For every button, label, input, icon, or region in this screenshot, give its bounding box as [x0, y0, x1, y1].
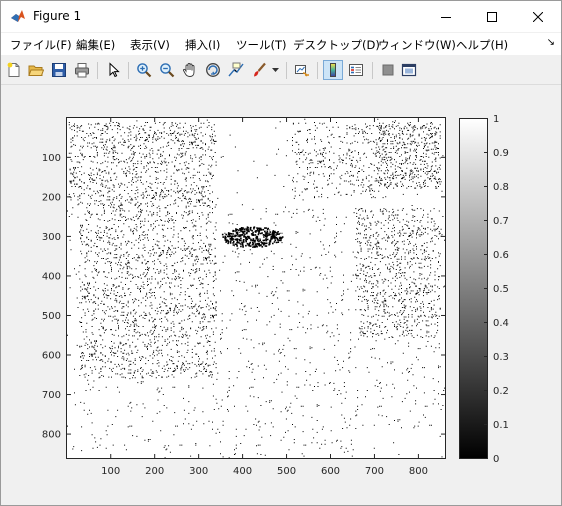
toolbar-separator [286, 62, 287, 79]
matlab-logo-icon [11, 10, 25, 22]
colorbar-tick-label: 0.5 [493, 284, 509, 295]
heatmap-image[interactable] [67, 118, 445, 458]
colorbar-tick-label: 0.3 [493, 352, 509, 363]
y-tick-label: 300 [42, 232, 61, 243]
figure-toolbar [1, 56, 561, 85]
colorbar-tick-label: 0.6 [493, 250, 509, 261]
image-texture [67, 118, 446, 459]
colorbar-gradient[interactable] [459, 118, 488, 459]
open-file-icon [28, 65, 44, 76]
menu-edit[interactable]: 編集(E) [76, 38, 116, 52]
brush-icon [254, 62, 266, 77]
y-tick-label: 500 [42, 311, 61, 322]
save-icon [52, 63, 66, 77]
rotate-3d-icon [206, 63, 220, 77]
toolbar-separator [372, 62, 373, 79]
menu-overflow-icon[interactable]: ↘ [546, 37, 555, 48]
menu-insert[interactable]: 挿入(I) [185, 38, 221, 52]
x-tick-label: 400 [233, 466, 252, 477]
brush-dropdown[interactable] [269, 60, 281, 80]
pointer-icon [109, 62, 120, 78]
link-plot-icon [295, 65, 309, 77]
new-figure-button[interactable] [4, 60, 24, 80]
rotate-3d-button[interactable] [203, 60, 223, 80]
y-tick-label: 700 [42, 390, 61, 401]
colorbar-tick-label: 0.9 [493, 148, 509, 159]
x-tick-label: 600 [321, 466, 340, 477]
minimize-icon [441, 16, 451, 18]
y-tick-label: 800 [42, 430, 61, 441]
menu-file[interactable]: ファイル(F) [10, 38, 72, 52]
chevron-down-icon [271, 67, 279, 72]
title-bar[interactable]: Figure 1 [1, 1, 561, 32]
colorbar-tick-label: 1 [493, 114, 499, 125]
link-plot-button[interactable] [292, 60, 312, 80]
x-tick-label: 100 [101, 466, 120, 477]
colorbar-tick-label: 0.1 [493, 420, 509, 431]
x-axis: 100 200 300 400 500 600 700 800 [101, 118, 428, 477]
save-button[interactable] [49, 60, 69, 80]
data-cursor-button[interactable] [226, 60, 246, 80]
maximize-icon [487, 11, 497, 22]
x-tick-label: 500 [277, 466, 296, 477]
x-tick-label: 200 [145, 466, 164, 477]
y-tick-label: 600 [42, 351, 61, 362]
menu-view[interactable]: 表示(V) [130, 38, 170, 52]
menu-bar: ファイル(F) 編集(E) 表示(V) 挿入(I) ツール(T) デスクトップ(… [1, 33, 561, 55]
hide-plot-tools-button[interactable] [378, 60, 398, 80]
show-plot-tools-button[interactable] [399, 60, 419, 80]
y-tick-label: 400 [42, 271, 61, 282]
hide-plot-tools-icon [382, 64, 394, 76]
menu-desktop[interactable]: デスクトップ(D) [293, 38, 380, 52]
y-axis: 100 200 300 400 500 600 700 800 [42, 153, 445, 441]
zoom-out-icon [160, 63, 175, 78]
open-file-button[interactable] [26, 60, 46, 80]
x-tick-label: 300 [189, 466, 208, 477]
colorbar-tick-label: 0.8 [493, 182, 509, 193]
x-tick-label: 800 [409, 466, 428, 477]
colorbar-tick-label: 0.4 [493, 318, 509, 329]
axes-box [66, 117, 446, 459]
window-title: Figure 1 [33, 9, 82, 23]
new-figure-icon [7, 62, 20, 77]
zoom-in-icon [137, 63, 152, 78]
minimize-button[interactable] [423, 1, 469, 32]
pan-button[interactable] [180, 60, 200, 80]
data-cursor-icon [228, 62, 244, 77]
y-tick-label: 200 [42, 192, 61, 203]
print-icon [75, 63, 89, 78]
close-icon [533, 11, 543, 22]
toolbar-separator [317, 62, 318, 79]
menu-help[interactable]: ヘルプ(H) [456, 38, 509, 52]
menu-tools[interactable]: ツール(T) [236, 38, 287, 52]
zoom-out-button[interactable] [157, 60, 177, 80]
legend-button[interactable] [346, 60, 366, 80]
toolbar-separator [97, 62, 98, 79]
toolbar-separator [128, 62, 129, 79]
x-tick-label: 700 [365, 466, 384, 477]
colorbar-tick-label: 0.2 [493, 386, 509, 397]
zoom-in-button[interactable] [134, 60, 154, 80]
figure-canvas: 100 200 300 400 500 600 700 800 100 200 300 400 500… [1, 85, 561, 505]
show-plot-tools-icon [401, 63, 417, 77]
colorbar-tick-label: 0.7 [493, 216, 509, 227]
print-button[interactable] [72, 60, 92, 80]
colorbar-icon [330, 63, 336, 77]
legend-icon [349, 64, 363, 76]
pointer-button[interactable] [104, 60, 124, 80]
colorbar-button[interactable] [323, 60, 343, 80]
colorbar-tick-label: 0 [493, 454, 499, 465]
maximize-button[interactable] [469, 1, 515, 32]
colorbar[interactable]: 0 0.1 0.2 0.3 0.4 0.5 0.6 0.7 0.8 0.9 1 [459, 114, 509, 465]
close-button[interactable] [515, 1, 561, 32]
y-tick-label: 100 [42, 153, 61, 164]
pan-icon [182, 63, 195, 77]
brush-button[interactable] [249, 60, 269, 80]
image-layer[interactable] [67, 118, 446, 459]
menu-window[interactable]: ウィンドウ(W) [378, 38, 456, 52]
chart-svg: 100 200 300 400 500 600 700 800 100 200 300 400 500… [42, 114, 509, 477]
